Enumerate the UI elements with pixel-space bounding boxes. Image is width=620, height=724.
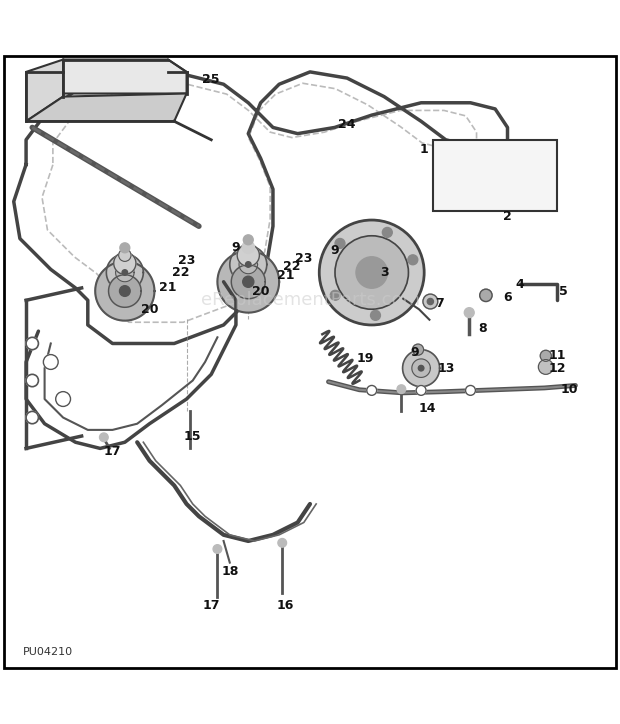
Circle shape	[383, 227, 392, 237]
Circle shape	[242, 277, 254, 287]
Text: 23: 23	[295, 252, 312, 265]
Text: 18: 18	[221, 565, 239, 578]
Text: 22: 22	[283, 260, 300, 273]
Circle shape	[335, 238, 345, 248]
Polygon shape	[63, 59, 187, 96]
Circle shape	[95, 261, 154, 321]
Text: 10: 10	[560, 383, 578, 396]
Text: 22: 22	[172, 266, 189, 279]
Circle shape	[230, 246, 267, 283]
Circle shape	[108, 274, 141, 307]
Circle shape	[243, 235, 253, 245]
Circle shape	[416, 385, 426, 395]
Circle shape	[367, 385, 377, 395]
Circle shape	[106, 254, 143, 291]
Circle shape	[423, 294, 438, 309]
Circle shape	[540, 350, 551, 361]
Circle shape	[356, 257, 388, 288]
Text: 4: 4	[515, 278, 525, 291]
Text: 3: 3	[380, 266, 388, 279]
Text: 21: 21	[159, 282, 177, 295]
Circle shape	[371, 311, 381, 320]
Circle shape	[330, 290, 340, 300]
Text: 2: 2	[503, 211, 512, 224]
Circle shape	[56, 392, 71, 406]
Circle shape	[408, 255, 418, 265]
Text: PU04210: PU04210	[23, 647, 73, 657]
Text: 23: 23	[178, 253, 195, 266]
Circle shape	[213, 544, 222, 553]
Text: 17: 17	[203, 599, 220, 613]
Circle shape	[118, 249, 131, 261]
Circle shape	[412, 359, 430, 377]
Circle shape	[476, 160, 515, 200]
Text: 17: 17	[104, 445, 122, 458]
Text: 20: 20	[252, 285, 269, 298]
Circle shape	[427, 298, 433, 305]
Text: 11: 11	[548, 349, 565, 362]
Circle shape	[115, 264, 134, 282]
Circle shape	[43, 355, 58, 369]
Text: 21: 21	[277, 269, 294, 282]
Circle shape	[397, 385, 405, 393]
Text: 19: 19	[357, 353, 374, 366]
Text: 7: 7	[435, 297, 444, 310]
FancyBboxPatch shape	[433, 140, 557, 211]
Circle shape	[278, 539, 286, 547]
Circle shape	[242, 241, 254, 253]
Text: 15: 15	[184, 429, 202, 442]
Circle shape	[231, 265, 265, 299]
Text: 6: 6	[503, 291, 512, 303]
Circle shape	[239, 256, 257, 274]
Text: eReplacementParts.com: eReplacementParts.com	[200, 291, 420, 309]
Circle shape	[480, 289, 492, 301]
Circle shape	[26, 374, 38, 387]
Text: 24: 24	[339, 118, 356, 131]
Circle shape	[100, 433, 108, 442]
Circle shape	[218, 251, 279, 313]
Circle shape	[464, 308, 474, 318]
Circle shape	[484, 169, 506, 191]
Circle shape	[246, 261, 251, 267]
Text: 13: 13	[437, 362, 454, 375]
Circle shape	[418, 366, 424, 371]
Polygon shape	[26, 59, 63, 122]
Circle shape	[26, 337, 38, 350]
Text: 1: 1	[420, 143, 428, 156]
Circle shape	[237, 244, 259, 266]
Circle shape	[122, 270, 128, 275]
Circle shape	[466, 385, 476, 395]
Text: 14: 14	[418, 402, 436, 415]
Text: 5: 5	[559, 285, 567, 298]
Circle shape	[492, 177, 498, 183]
Text: 8: 8	[479, 321, 487, 334]
Circle shape	[335, 236, 409, 309]
Text: 16: 16	[277, 599, 294, 613]
Circle shape	[120, 286, 130, 296]
Circle shape	[113, 252, 136, 274]
Text: 12: 12	[548, 362, 565, 375]
Circle shape	[26, 411, 38, 424]
Circle shape	[402, 350, 440, 387]
Text: 25: 25	[203, 73, 220, 86]
Polygon shape	[26, 93, 187, 122]
Text: 9: 9	[410, 346, 419, 359]
Circle shape	[120, 243, 130, 253]
Text: 20: 20	[141, 303, 158, 316]
Circle shape	[319, 220, 424, 325]
Circle shape	[412, 344, 423, 355]
Text: 9: 9	[232, 241, 240, 254]
Text: 9: 9	[330, 245, 339, 258]
Circle shape	[538, 360, 553, 374]
